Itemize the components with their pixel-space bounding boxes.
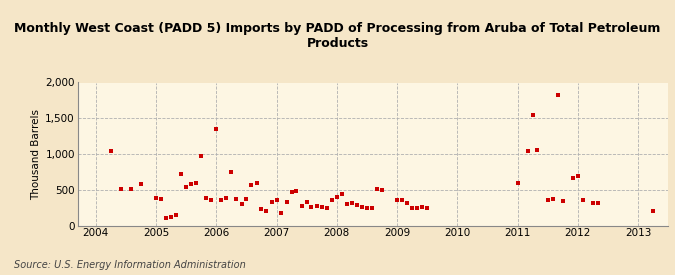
Point (396, 197, 407, 202)
Point (221, 196, 232, 200)
Point (291, 189, 302, 193)
Point (151, 196, 161, 200)
Point (577, 197, 588, 202)
Point (115, 187, 126, 191)
Point (327, 197, 338, 202)
Point (200, 196, 211, 200)
Point (246, 183, 256, 187)
Point (191, 180, 202, 185)
Point (587, 200, 598, 205)
Point (417, 205, 428, 209)
Point (648, 209, 659, 213)
Point (286, 190, 297, 194)
Point (236, 202, 247, 206)
Point (306, 205, 317, 209)
Point (356, 204, 367, 209)
Point (392, 198, 402, 203)
Point (542, 198, 553, 203)
Text: Source: U.S. Energy Information Administration: Source: U.S. Energy Information Administ… (14, 260, 245, 270)
Point (527, 112, 538, 117)
Point (558, 199, 568, 203)
Point (346, 201, 357, 205)
Point (271, 198, 282, 203)
Point (206, 197, 217, 202)
Point (568, 175, 578, 180)
Point (311, 204, 322, 208)
Point (377, 188, 387, 192)
Point (422, 205, 433, 210)
Point (301, 200, 312, 204)
Point (336, 191, 347, 196)
Point (321, 206, 332, 210)
Point (105, 149, 116, 153)
Point (532, 148, 543, 153)
Text: Monthly West Coast (PADD 5) Imports by PADD of Processing from Aruba of Total Pe: Monthly West Coast (PADD 5) Imports by P… (14, 22, 661, 50)
Point (251, 181, 262, 186)
Point (342, 202, 352, 206)
Point (165, 215, 176, 219)
Point (351, 203, 362, 208)
Point (402, 201, 412, 205)
Point (296, 204, 307, 208)
Point (522, 149, 533, 153)
Point (186, 182, 196, 186)
Point (266, 200, 277, 204)
Point (412, 206, 423, 210)
Point (181, 185, 192, 189)
Point (196, 154, 207, 158)
Point (512, 181, 523, 186)
Point (241, 197, 252, 201)
Point (256, 207, 267, 211)
Point (176, 172, 187, 176)
Point (367, 205, 377, 210)
Point (317, 205, 327, 210)
Point (547, 197, 558, 201)
Point (226, 170, 237, 174)
Point (276, 211, 287, 216)
Point (215, 198, 226, 203)
Point (211, 127, 221, 131)
Point (372, 187, 383, 191)
Point (126, 187, 136, 191)
Point (572, 174, 583, 178)
Point (171, 213, 182, 217)
Point (261, 209, 271, 213)
Point (553, 92, 564, 97)
Point (281, 200, 292, 204)
Point (161, 216, 171, 221)
Point (155, 196, 166, 201)
Point (362, 206, 373, 211)
Y-axis label: Thousand Barrels: Thousand Barrels (31, 109, 41, 199)
Point (231, 197, 242, 201)
Point (407, 205, 418, 210)
Point (593, 201, 603, 205)
Point (331, 195, 342, 199)
Point (136, 182, 146, 186)
